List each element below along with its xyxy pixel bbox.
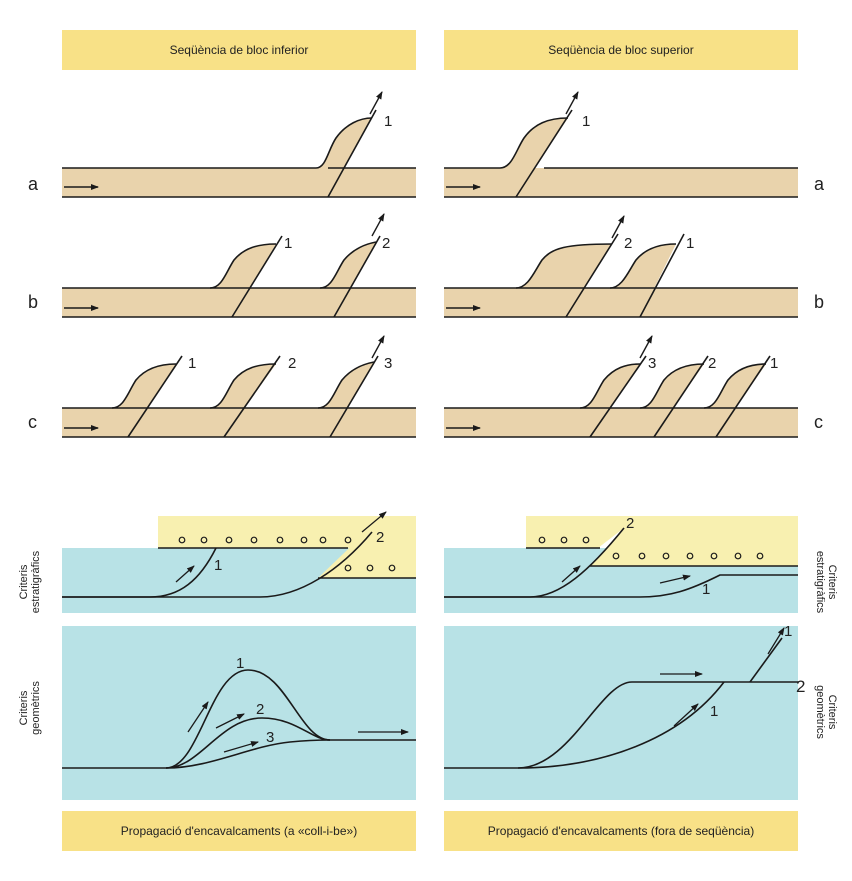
side-label-line: Criteris [18, 564, 30, 600]
row-c-right [444, 335, 798, 438]
side-label-line: Criteris [18, 690, 30, 726]
thrust-number: 1 [710, 703, 718, 720]
title-bottom-block-sequence: Seqüència de bloc inferior [62, 30, 416, 70]
row-b-right [444, 215, 798, 318]
thrust-number: 1 [284, 235, 292, 252]
title-top-block-sequence: Seqüència de bloc superior [444, 30, 798, 70]
thrust-number: 2 [376, 529, 384, 546]
strat-panel-right [444, 516, 798, 613]
geom-panel-left [62, 626, 416, 800]
thrust-number: 3 [384, 355, 392, 372]
row-b-left [62, 213, 416, 318]
thrust-number: 2 [624, 235, 632, 252]
row-label-c-right: c [814, 412, 823, 432]
thrust-number: 1 [686, 235, 694, 252]
side-label-line: estratigràfics [30, 550, 42, 614]
thrust-number: 1 [582, 113, 590, 130]
side-label-line: Criteris [826, 694, 838, 730]
row-a-left [62, 91, 416, 198]
thrust-number: 3 [266, 729, 274, 746]
thrust-number: 2 [382, 235, 390, 252]
side-label-strat-left: Criteris estratigràfics [18, 542, 42, 622]
thrust-number: 2 [626, 515, 634, 532]
thrust-number: 1 [784, 623, 792, 640]
row-label-b-left: b [28, 292, 38, 312]
side-label-line: geomètrics [30, 681, 42, 735]
thrust-number: 2 [256, 701, 264, 718]
row-label-b-right: b [814, 292, 824, 312]
side-label-line: estratigràfics [814, 550, 826, 614]
thrust-number: 1 [770, 355, 778, 372]
thrust-number: 1 [214, 557, 222, 574]
side-label-line: geomètrics [814, 685, 826, 739]
side-label-strat-right: Criteris estratigràfics [814, 542, 838, 622]
thrust-number: 2 [708, 355, 716, 372]
side-label-line: Criteris [826, 564, 838, 600]
thrust-number: 1 [236, 655, 244, 672]
thrust-number: 2 [288, 355, 296, 372]
caption-out-of-sequence-propagation: Propagació d'encavalcaments (fora de seq… [444, 811, 798, 851]
row-label-a-right: a [814, 174, 825, 194]
row-c-left [62, 335, 416, 438]
caption-piggyback-propagation: Propagació d'encavalcaments (a «coll-i-b… [62, 811, 416, 851]
row-label-a-left: a [28, 174, 39, 194]
thrust-number: 1 [384, 113, 392, 130]
thrust-number: 2 [796, 677, 805, 696]
side-label-geom-right: Criteris geomètrics [814, 672, 838, 752]
row-a-right [444, 91, 798, 198]
side-label-geom-left: Criteris geomètrics [18, 668, 42, 748]
geom-panel-right [444, 626, 798, 800]
thrust-number: 1 [702, 581, 710, 598]
strat-panel-left [62, 511, 416, 613]
thrust-number: 1 [188, 355, 196, 372]
row-label-c-left: c [28, 412, 37, 432]
thrust-number: 3 [648, 355, 656, 372]
